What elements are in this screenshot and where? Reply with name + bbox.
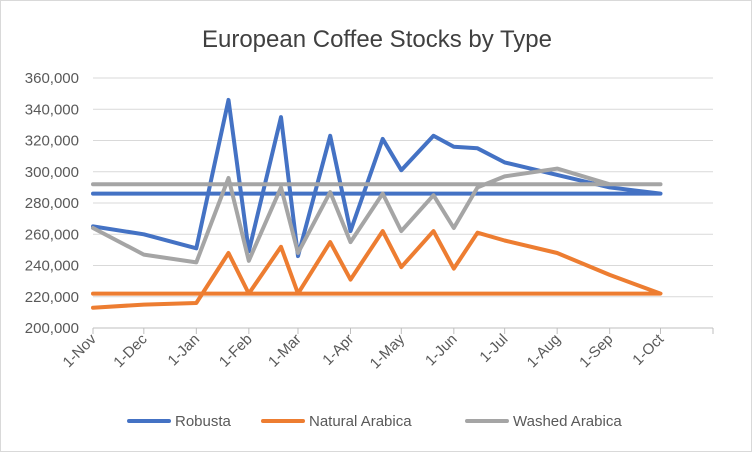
- x-tick-label: 1-Jul: [476, 331, 511, 366]
- y-tick-label: 300,000: [25, 164, 79, 181]
- x-tick-label: 1-Dec: [110, 330, 151, 371]
- y-tick-label: 340,000: [25, 101, 79, 118]
- series-line-robusta: [91, 97, 663, 259]
- y-axis-labels: 200,000 220,000 240,000 260,000 280,000 300,0…: [25, 70, 79, 337]
- x-tick-label: 1-Jan: [165, 331, 204, 370]
- x-tick-label: 1-Jun: [422, 331, 461, 370]
- x-tick-label: 1-Mar: [265, 331, 305, 371]
- y-tick-label: 360,000: [25, 70, 79, 87]
- x-tick-label: 1-Oct: [629, 330, 668, 369]
- legend-label-washed-arabica: Washed Arabica: [513, 413, 622, 430]
- x-tick-label: 1-Apr: [319, 331, 357, 369]
- series-line-natural-arabica: [91, 229, 663, 310]
- x-tick-label: 1-Feb: [216, 331, 256, 371]
- legend-label-robusta: Robusta: [175, 413, 232, 430]
- y-tick-label: 220,000: [25, 289, 79, 306]
- y-tick-label: 260,000: [25, 226, 79, 243]
- legend: Robusta Natural Arabica Washed Arabica: [127, 413, 622, 430]
- y-tick-label: 200,000: [25, 320, 79, 337]
- x-tick-label: 1-Sep: [576, 331, 616, 371]
- chart-title: European Coffee Stocks by Type: [202, 26, 552, 53]
- gridlines: [93, 77, 713, 298]
- x-axis: [92, 327, 714, 334]
- x-tick-label: 1-May: [367, 330, 409, 372]
- legend-label-natural-arabica: Natural Arabica: [309, 413, 412, 430]
- y-tick-label: 280,000: [25, 195, 79, 212]
- y-tick-label: 240,000: [25, 258, 79, 275]
- y-tick-label: 320,000: [25, 133, 79, 150]
- series-line-washed-arabica: [91, 166, 663, 265]
- x-axis-labels: 1-Nov 1-Dec 1-Jan 1-Feb 1-Mar 1-Apr 1-May 1-Jun…: [60, 330, 668, 372]
- x-tick-label: 1-Aug: [524, 331, 564, 371]
- series-lines: [91, 97, 663, 310]
